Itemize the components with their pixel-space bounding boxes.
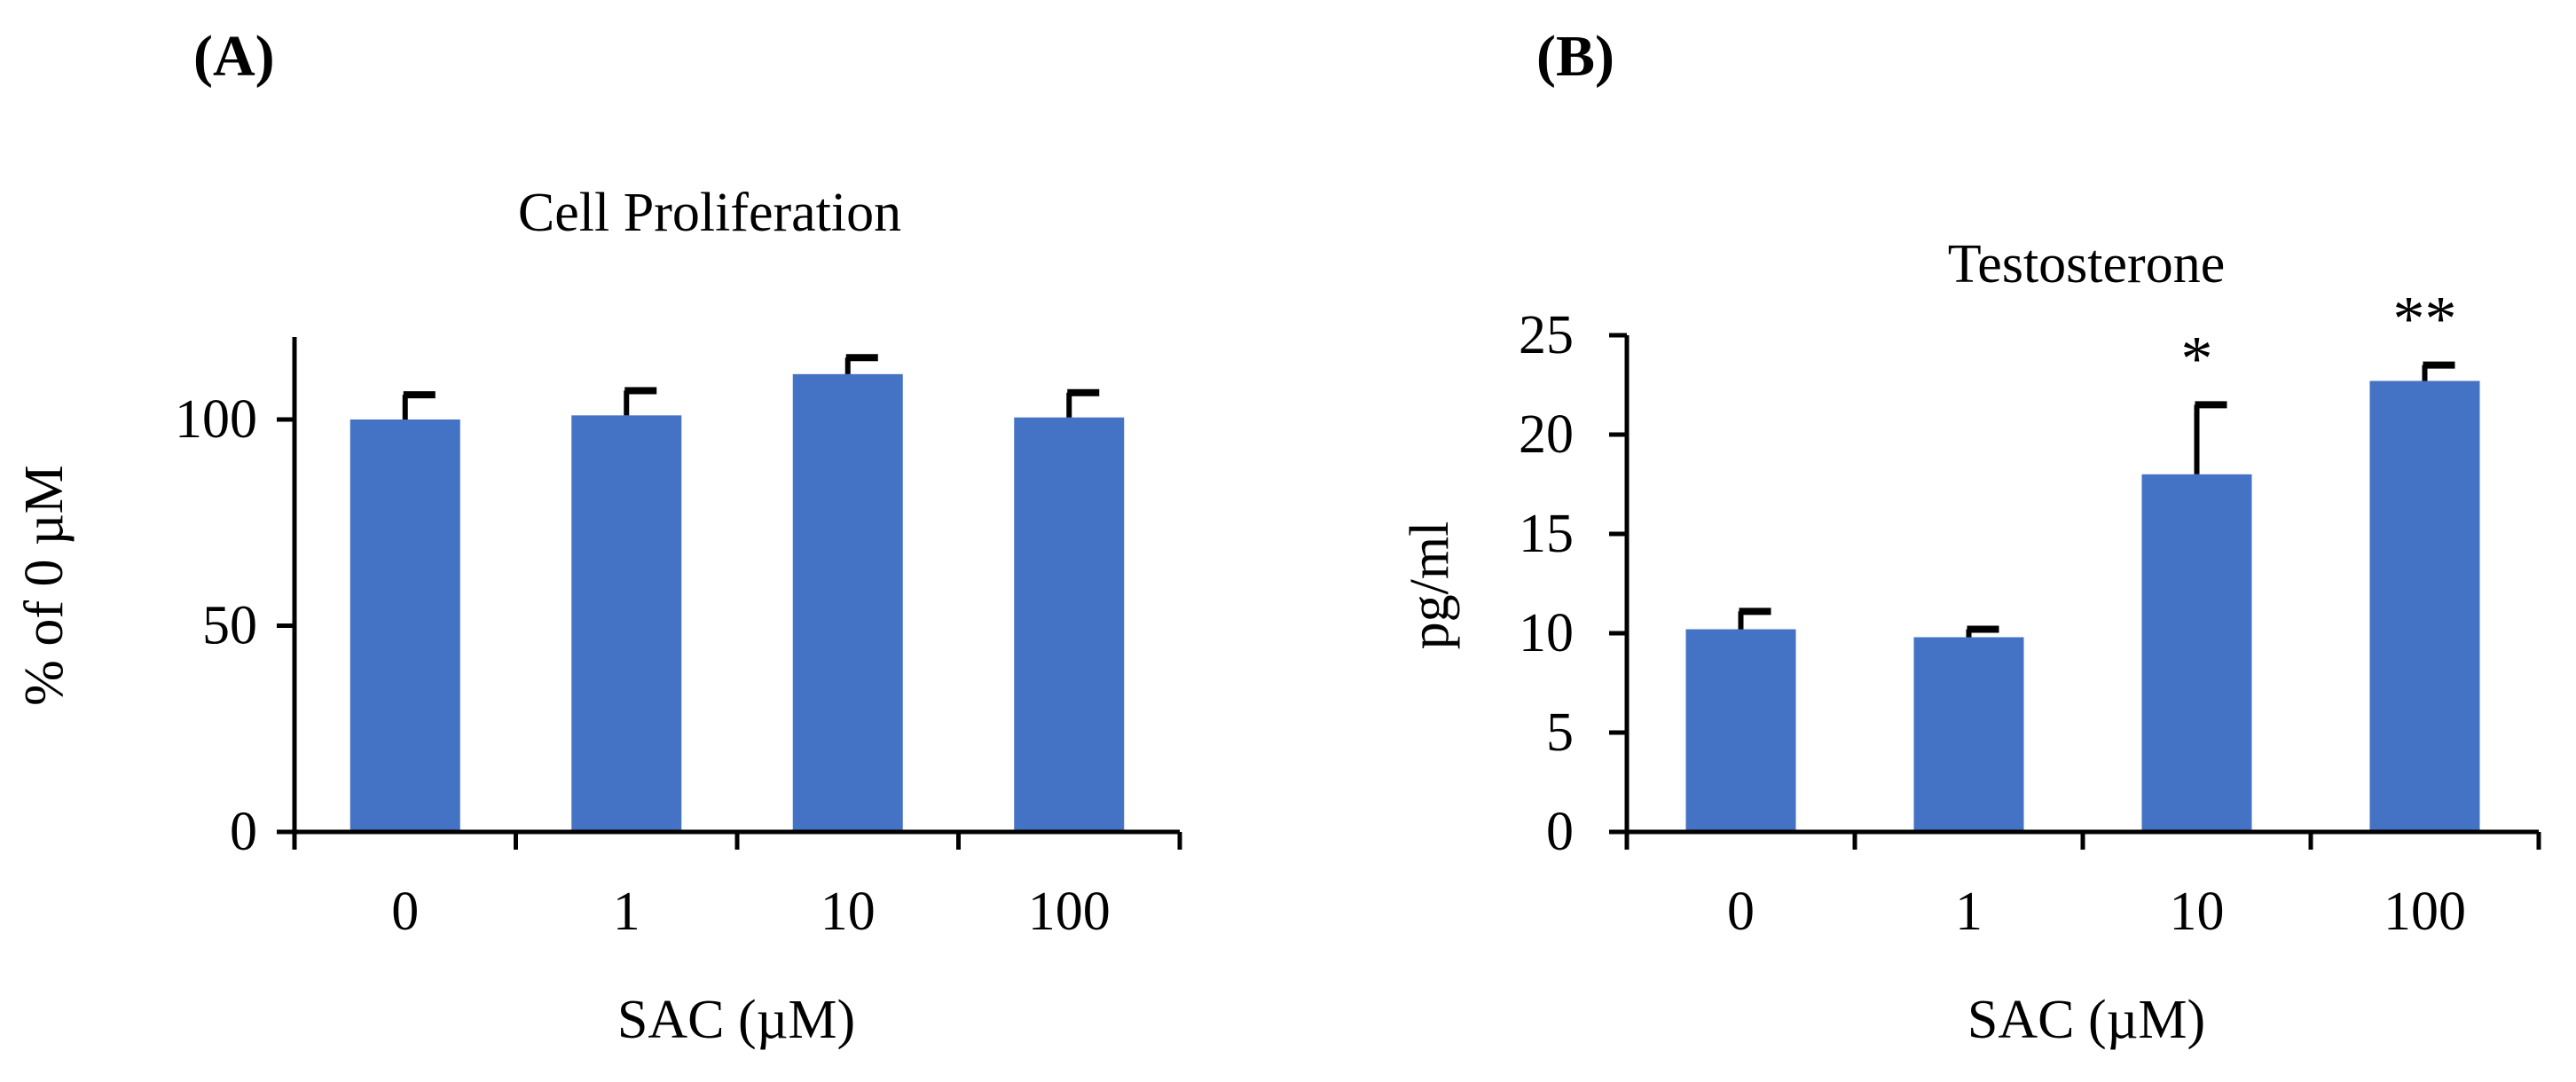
x-tick-label: 100 bbox=[1028, 882, 1111, 942]
chart-title: Testosterone bbox=[1948, 234, 2225, 294]
y-axis-label: pg/ml bbox=[1400, 521, 1460, 650]
bar-1 bbox=[1913, 637, 2024, 832]
y-tick-label: 15 bbox=[1519, 504, 1574, 564]
x-axis-label: SAC (µM) bbox=[1967, 990, 2205, 1050]
chart-testosterone: Testosterone pg/ml SAC (µM) 0 1 * 10 ** 100 0 5 10 1… bbox=[1400, 234, 2541, 1050]
bar-100 bbox=[2369, 380, 2480, 832]
bar-1 bbox=[571, 415, 682, 832]
panel-b: (B) Testosterone pg/ml SAC (µM) 0 1 * 10 ** 100 0… bbox=[1288, 0, 2576, 1082]
y-tick-label: 25 bbox=[1519, 305, 1574, 365]
x-tick-label: 100 bbox=[2384, 882, 2466, 942]
bar-10 bbox=[792, 373, 903, 833]
x-tick-label: 10 bbox=[821, 882, 876, 942]
x-tick-label: 0 bbox=[391, 882, 419, 942]
x-tick-label: 1 bbox=[613, 882, 640, 942]
x-tick-label: 0 bbox=[1727, 882, 1755, 942]
significance-label: * bbox=[2181, 323, 2213, 394]
y-tick-label: 20 bbox=[1519, 404, 1574, 465]
x-tick-label: 10 bbox=[2170, 882, 2225, 942]
bar-10 bbox=[2141, 474, 2252, 832]
bar-0 bbox=[349, 419, 460, 832]
x-axis-label: SAC (µM) bbox=[617, 990, 855, 1050]
chart-cell-proliferation: Cell Proliferation % of 0 µM SAC (µM) 0 1 10 1… bbox=[14, 183, 1182, 1050]
y-axis-label: % of 0 µM bbox=[14, 465, 75, 706]
significance-label: ** bbox=[2393, 284, 2457, 355]
x-tick-label: 1 bbox=[1955, 882, 1983, 942]
y-tick-label: 0 bbox=[1546, 802, 1574, 862]
panel-label-b: (B) bbox=[1536, 24, 1614, 89]
bar-100 bbox=[1014, 417, 1125, 832]
y-tick-label: 5 bbox=[1546, 702, 1574, 763]
y-tick-label: 50 bbox=[202, 596, 257, 656]
chart-title: Cell Proliferation bbox=[518, 183, 901, 243]
panel-a: (A) Cell Proliferation % of 0 µM SAC (µM) 0… bbox=[14, 24, 1182, 1050]
y-tick-label: 10 bbox=[1519, 603, 1574, 663]
y-tick-label: 0 bbox=[230, 802, 257, 862]
panel-label-a: (A) bbox=[193, 24, 275, 89]
bar-0 bbox=[1685, 629, 1796, 832]
y-tick-label: 100 bbox=[175, 389, 257, 450]
